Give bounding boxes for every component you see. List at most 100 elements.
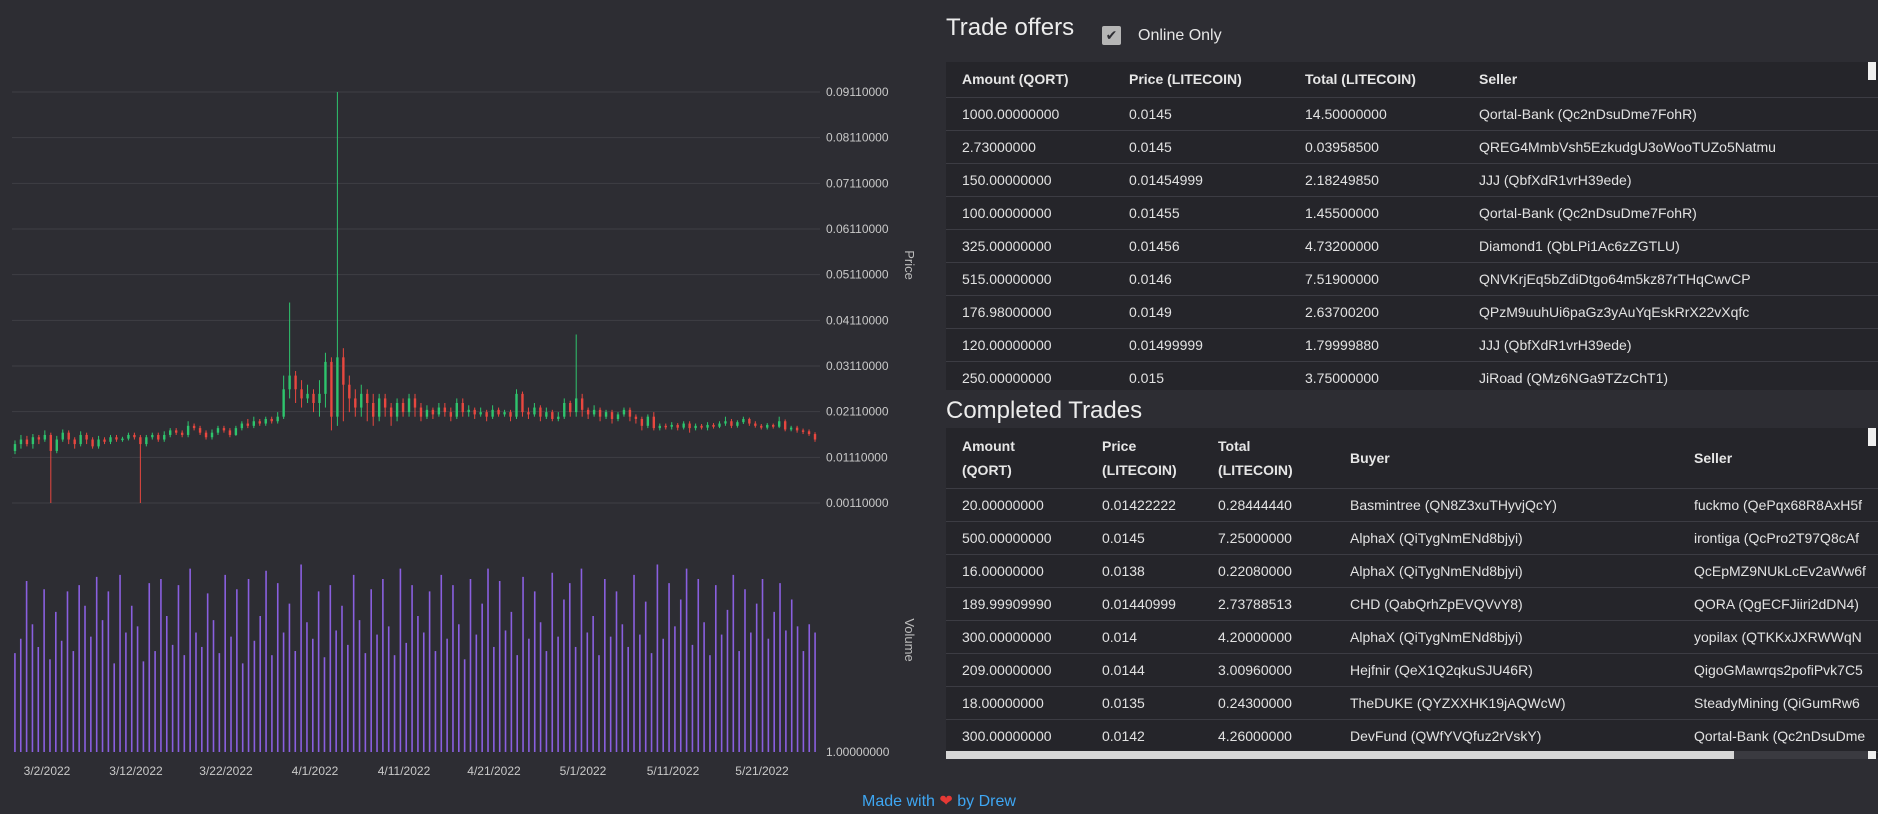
- candlestick[interactable]: [258, 418, 261, 426]
- candlestick[interactable]: [760, 423, 763, 430]
- column-header-seller[interactable]: Seller: [1463, 62, 1878, 98]
- candlestick[interactable]: [312, 389, 315, 413]
- candlestick[interactable]: [807, 429, 811, 436]
- candlestick[interactable]: [503, 409, 506, 417]
- candlestick[interactable]: [569, 400, 572, 417]
- column-header-price[interactable]: Price (LITECOIN): [1086, 428, 1202, 489]
- table-row[interactable]: 100.00000000 0.01455 1.45500000 Qortal-Bank…: [946, 196, 1878, 230]
- candlestick[interactable]: [616, 412, 620, 422]
- candlestick[interactable]: [688, 421, 691, 433]
- candlestick[interactable]: [401, 398, 405, 417]
- candlestick[interactable]: [383, 393, 387, 417]
- candlestick[interactable]: [509, 409, 512, 422]
- table-row[interactable]: 189.99909990 0.01440999 2.73788513 CHD (Qab…: [946, 587, 1878, 621]
- candlestick[interactable]: [742, 416, 745, 424]
- candlestick[interactable]: [628, 407, 632, 422]
- candlestick[interactable]: [133, 432, 136, 440]
- candlestick[interactable]: [473, 407, 476, 419]
- table-row[interactable]: 209.00000000 0.0144 3.00960000 Hejfnir (QeX…: [946, 653, 1878, 687]
- candlestick[interactable]: [718, 421, 721, 429]
- candlestick[interactable]: [157, 432, 160, 442]
- table-row[interactable]: 2.73000000 0.0145 0.03958500 QREG4MmbVsh5Ez…: [946, 130, 1878, 164]
- table-row[interactable]: 18.00000000 0.0135 0.24300000 TheDUKE (QYZX…: [946, 686, 1878, 720]
- candlestick[interactable]: [407, 393, 411, 417]
- candlestick[interactable]: [515, 389, 518, 419]
- candlestick[interactable]: [354, 389, 357, 417]
- candlestick[interactable]: [658, 423, 661, 431]
- candlestick[interactable]: [97, 435, 100, 449]
- candlestick[interactable]: [479, 407, 482, 417]
- candlestick[interactable]: [485, 409, 488, 422]
- candlestick[interactable]: [527, 407, 530, 419]
- candlestick[interactable]: [676, 423, 679, 431]
- candlestick[interactable]: [324, 352, 327, 408]
- candlestick[interactable]: [700, 423, 703, 430]
- candlestick[interactable]: [318, 380, 321, 417]
- candlestick[interactable]: [670, 422, 673, 430]
- candlestick[interactable]: [222, 425, 226, 433]
- candlestick[interactable]: [539, 405, 542, 422]
- candlestick[interactable]: [180, 430, 184, 438]
- online-only-toggle[interactable]: ✔ Online Only: [1102, 26, 1222, 45]
- candlestick[interactable]: [163, 431, 166, 442]
- candlestick[interactable]: [634, 414, 638, 424]
- candlestick[interactable]: [521, 391, 524, 417]
- candlestick[interactable]: [389, 402, 393, 426]
- candlestick[interactable]: [586, 407, 590, 419]
- column-header-amount[interactable]: Amount (QORT): [946, 428, 1086, 489]
- candlestick[interactable]: [551, 409, 554, 422]
- candlestick[interactable]: [377, 393, 381, 422]
- candlestick[interactable]: [682, 421, 685, 430]
- candlestick[interactable]: [557, 412, 560, 422]
- candlestick[interactable]: [264, 416, 267, 426]
- trade-offers-table-container[interactable]: Amount (QORT) Price (LITECOIN) Total (LI…: [946, 62, 1878, 390]
- column-header-amount[interactable]: Amount (QORT): [946, 62, 1113, 98]
- candlestick[interactable]: [664, 423, 667, 430]
- candlestick[interactable]: [49, 432, 53, 503]
- candlestick[interactable]: [294, 371, 297, 403]
- candlestick[interactable]: [712, 423, 715, 429]
- candlestick[interactable]: [443, 402, 447, 417]
- candlestick[interactable]: [425, 405, 429, 419]
- candlestick[interactable]: [85, 432, 88, 445]
- candlestick[interactable]: [342, 348, 345, 422]
- candlestick[interactable]: [31, 434, 35, 449]
- candlestick[interactable]: [461, 398, 464, 417]
- candlestick[interactable]: [545, 407, 548, 419]
- column-header-total[interactable]: Total (LITECOIN): [1202, 428, 1334, 489]
- candlestick[interactable]: [348, 375, 351, 413]
- candlestick[interactable]: [580, 393, 584, 417]
- candlestick[interactable]: [366, 389, 369, 422]
- candlestick[interactable]: [724, 416, 727, 426]
- candlestick[interactable]: [813, 432, 817, 442]
- candlestick[interactable]: [109, 434, 112, 445]
- candlestick[interactable]: [25, 435, 29, 447]
- candlestick[interactable]: [270, 416, 273, 424]
- candlestick[interactable]: [730, 418, 733, 429]
- candlestick[interactable]: [736, 420, 739, 428]
- candlestick[interactable]: [276, 412, 279, 424]
- candlestick[interactable]: [13, 440, 17, 455]
- candlestick[interactable]: [437, 402, 441, 417]
- candlestick[interactable]: [640, 416, 644, 431]
- candlestick[interactable]: [622, 407, 626, 417]
- candlestick[interactable]: [801, 428, 805, 435]
- completed-trades-table-container[interactable]: Amount (QORT) Price (LITECOIN) Total (LI…: [946, 428, 1878, 758]
- table-row[interactable]: 120.00000000 0.01499999 1.79999880 JJJ (Qbf…: [946, 328, 1878, 362]
- table-row[interactable]: 300.00000000 0.0142 4.26000000 DevFund (QWf…: [946, 719, 1878, 753]
- table-row[interactable]: 1000.00000000 0.0145 14.50000000 Qortal-Ban…: [946, 97, 1878, 131]
- chart-canvas[interactable]: 0.09110000 0.08110000 0.07110000 0.06110000…: [0, 0, 930, 790]
- table-row[interactable]: 20.00000000 0.01422222 0.28444440 Basmintre…: [946, 488, 1878, 522]
- candlestick[interactable]: [497, 407, 500, 417]
- column-header-price[interactable]: Price (LITECOIN): [1113, 62, 1289, 98]
- candlestick[interactable]: [174, 428, 178, 435]
- candlestick[interactable]: [151, 432, 154, 440]
- footer-author-link[interactable]: by Drew: [957, 793, 1016, 810]
- table-row[interactable]: 16.00000000 0.0138 0.22080000 AlphaX (QiTyg…: [946, 554, 1878, 588]
- candlestick[interactable]: [186, 421, 190, 438]
- candlestick[interactable]: [282, 375, 285, 419]
- table-row[interactable]: 250.00000000 0.015 3.75000000 JiRoad (QMz6N…: [946, 361, 1878, 390]
- horizontal-scrollbar-thumb[interactable]: [946, 751, 1734, 759]
- candlestick[interactable]: [413, 393, 417, 417]
- candlestick[interactable]: [198, 425, 202, 435]
